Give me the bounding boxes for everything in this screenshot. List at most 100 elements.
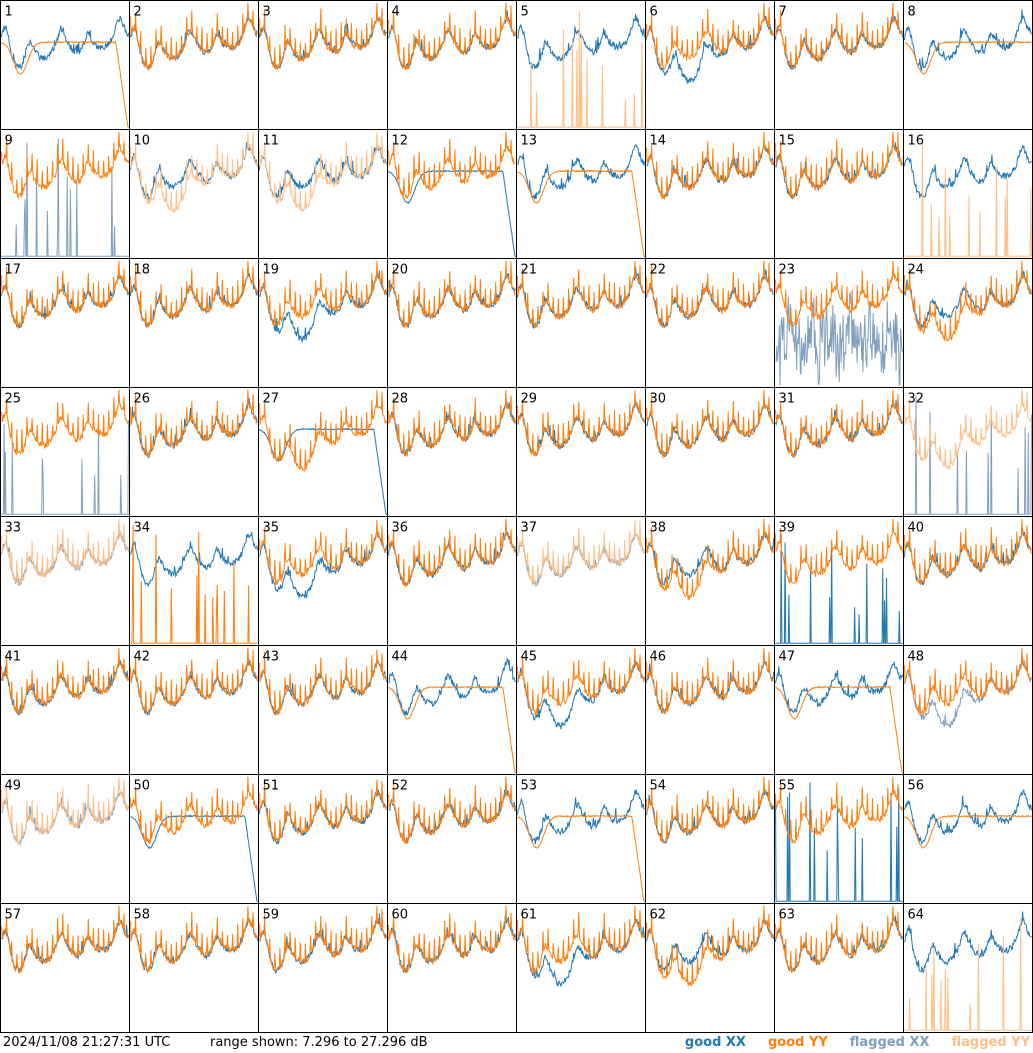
series-yy-line	[517, 905, 645, 975]
panel-label: 56	[908, 779, 925, 794]
panel-label: 60	[392, 908, 409, 923]
series-xx-line	[904, 395, 1032, 515]
panel-label: 34	[134, 521, 151, 536]
series-yy-line	[904, 518, 1032, 586]
series-yy-line	[904, 40, 1032, 75]
panel-frame	[516, 903, 646, 1033]
panel-label: 57	[5, 908, 22, 923]
series-xx-line	[775, 660, 903, 714]
panel-frame	[774, 645, 904, 775]
panel-28: 28	[387, 387, 517, 517]
legend-good-yy: good YY	[767, 1035, 828, 1050]
series-yy-line	[517, 814, 645, 903]
panel-frame	[0, 387, 130, 517]
series-yy-line	[259, 519, 387, 586]
panel-frame	[258, 258, 388, 388]
series-xx-line	[646, 146, 774, 199]
panel-label: 59	[263, 908, 280, 923]
series-xx-line	[130, 532, 258, 587]
panel-frame	[129, 516, 259, 646]
series-xx-line	[904, 911, 1032, 974]
panel-label: 27	[263, 392, 280, 407]
panel-26: 26	[129, 387, 259, 517]
panel-label: 17	[5, 263, 22, 278]
series-yy-line	[775, 389, 903, 459]
panel-label: 32	[908, 392, 925, 407]
series-yy-line	[388, 905, 516, 975]
panel-50: 50	[129, 774, 259, 904]
panel-label: 54	[650, 779, 667, 794]
series-yy-line	[775, 776, 903, 845]
panel-44: 44	[387, 645, 517, 775]
panel-label: 39	[779, 521, 796, 536]
series-yy-line	[1, 647, 129, 716]
panel-43: 43	[258, 645, 388, 775]
panel-label: 43	[263, 650, 280, 665]
series-yy-line	[904, 918, 1032, 1031]
panel-label: 25	[5, 392, 22, 407]
panel-33: 33	[0, 516, 130, 646]
series-yy-line	[388, 2, 516, 71]
panel-label: 48	[908, 650, 925, 665]
series-xx-line	[1, 15, 129, 71]
series-yy-line	[646, 260, 774, 329]
panel-frame	[258, 774, 388, 904]
series-yy-line	[1, 518, 129, 586]
legend-good-xx: good XX	[684, 1035, 746, 1050]
panel-49: 49	[0, 774, 130, 904]
series-yy-line	[775, 905, 903, 973]
series-yy-line	[517, 260, 645, 329]
panel-15: 15	[774, 129, 904, 259]
panel-frame	[903, 258, 1033, 388]
panel-frame	[774, 129, 904, 259]
panel-label: 20	[392, 263, 409, 278]
panel-40: 40	[903, 516, 1033, 646]
series-yy-line	[130, 525, 258, 644]
panel-60: 60	[387, 903, 517, 1033]
series-xx-line	[517, 143, 645, 200]
series-yy-line	[388, 518, 516, 588]
panel-48: 48	[903, 645, 1033, 775]
series-yy-line	[1, 905, 129, 974]
panel-9: 9	[0, 129, 130, 259]
panel-frame	[903, 516, 1033, 646]
series-xx-line	[388, 169, 516, 258]
panel-label: 23	[779, 263, 796, 278]
panel-label: 46	[650, 650, 667, 665]
series-yy-line	[259, 905, 387, 972]
panel-23: 23	[774, 258, 904, 388]
panel-42: 42	[129, 645, 259, 775]
series-yy-line	[388, 389, 516, 458]
panel-17: 17	[0, 258, 130, 388]
panel-3: 3	[258, 0, 388, 130]
panel-frame	[774, 774, 904, 904]
panel-11: 11	[258, 129, 388, 259]
series-yy-line	[130, 647, 258, 715]
panel-frame	[516, 387, 646, 517]
panel-57: 57	[0, 903, 130, 1033]
panel-frame	[387, 387, 517, 517]
series-xx-line	[775, 533, 903, 644]
panel-frame	[129, 129, 259, 259]
panel-frame	[645, 387, 775, 517]
panel-label: 9	[5, 134, 13, 149]
legend-flagged-xx: flagged XX	[849, 1035, 930, 1050]
panel-label: 38	[650, 521, 667, 536]
panel-41: 41	[0, 645, 130, 775]
panel-label: 18	[134, 263, 151, 278]
series-yy-line	[130, 906, 258, 973]
series-yy-line	[130, 389, 258, 459]
panel-13: 13	[516, 129, 646, 259]
series-yy-line	[1, 260, 129, 331]
panel-label: 63	[779, 908, 796, 923]
panel-59: 59	[258, 903, 388, 1033]
panel-63: 63	[774, 903, 904, 1033]
panel-10: 10	[129, 129, 259, 259]
panel-frame	[387, 645, 517, 775]
panel-34: 34	[129, 516, 259, 646]
panel-frame	[645, 129, 775, 259]
series-yy-line	[130, 260, 258, 328]
panel-61: 61	[516, 903, 646, 1033]
panel-frame	[645, 258, 775, 388]
